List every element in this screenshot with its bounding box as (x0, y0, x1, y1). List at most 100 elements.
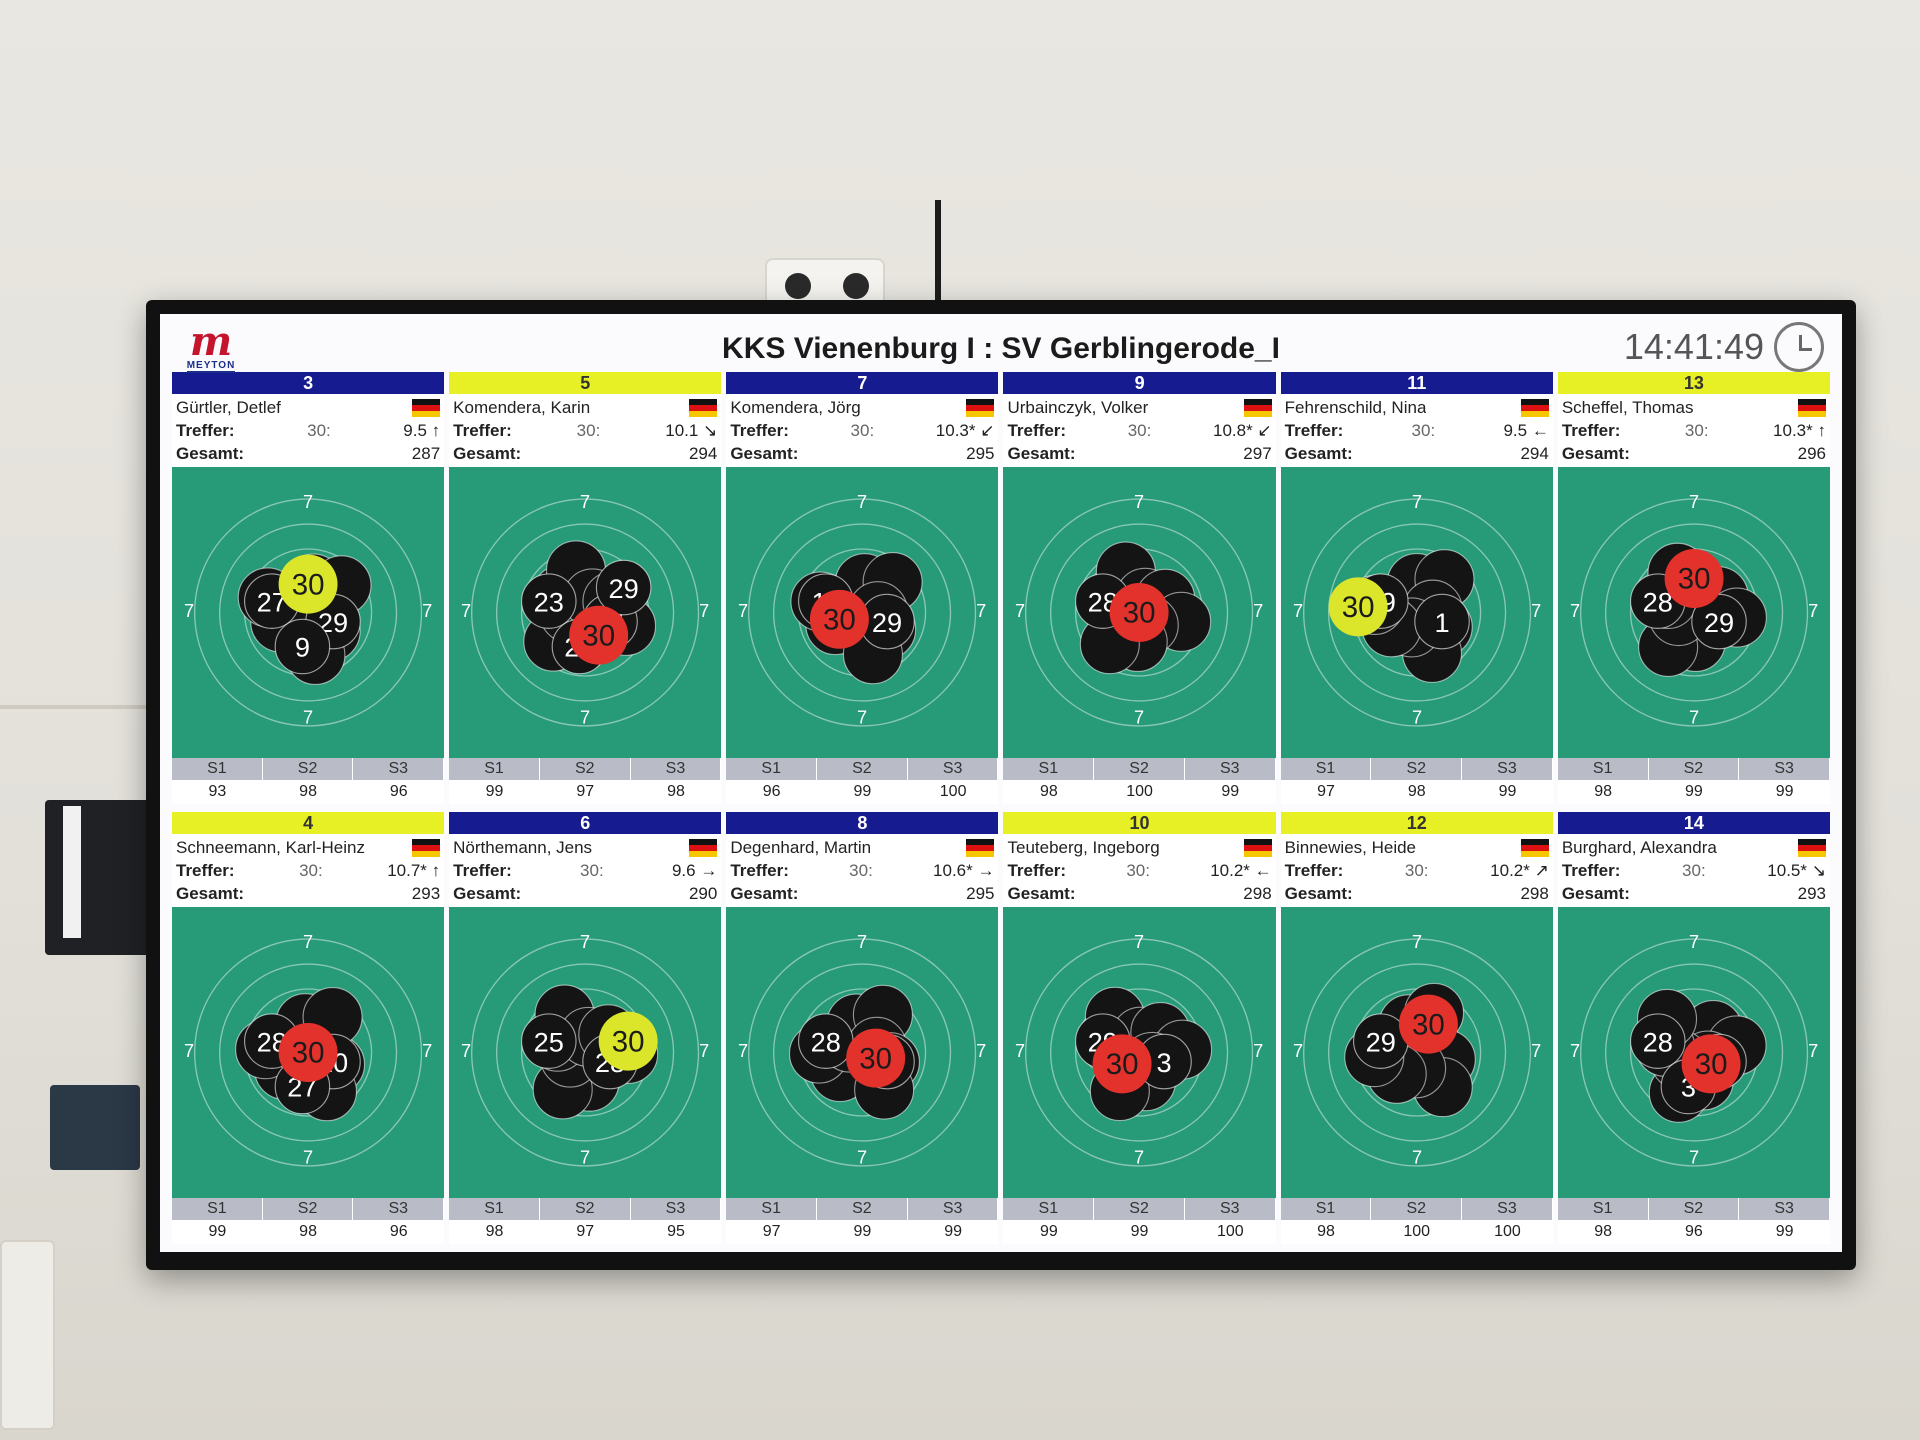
series-header: S3 (1462, 1198, 1553, 1220)
last-shot-marker (810, 589, 870, 649)
total-score: 293 (1797, 884, 1826, 903)
shooter-name: Teuteberg, Ingeborg (1007, 838, 1160, 857)
last-shot: 10.3* ↙ (935, 421, 995, 440)
total-score: 297 (1243, 444, 1272, 463)
shot-number: 1 (1434, 607, 1449, 638)
series-header: S2 (817, 1198, 908, 1220)
germany-flag-icon (966, 398, 995, 417)
series-table: S1 S2 S3 99 98 96 (172, 1198, 445, 1244)
series-table: S1 S2 S3 93 98 96 (172, 758, 445, 804)
ring-label: 7 (857, 708, 867, 728)
marker-number: 30 (1123, 597, 1156, 630)
total-label: Gesamt: (1561, 884, 1630, 903)
germany-flag-icon (1243, 398, 1272, 417)
series-header: S1 (1003, 1198, 1095, 1220)
marker-number: 30 (1412, 1008, 1445, 1041)
shot-number: 29 (872, 607, 902, 638)
target-svg: 77772820330 (1570, 932, 1818, 1167)
ring-label: 7 (699, 1041, 709, 1061)
top-bar: m MEYTON KKS Vienenburg I : SV Gerblinge… (172, 320, 1830, 373)
series-score: 99 (1094, 1220, 1185, 1244)
last-shot-marker (1681, 1034, 1741, 1094)
series-score: 98 (1003, 780, 1095, 804)
lane-number: 6 (449, 812, 722, 834)
hits-label: Treffer: (1561, 421, 1621, 440)
shot-count: 30: (850, 421, 875, 440)
lane-number: 11 (1280, 372, 1553, 394)
total-label: Gesamt: (1284, 444, 1353, 463)
target-svg: 777729330 (1015, 932, 1263, 1167)
ring-label: 7 (580, 708, 590, 728)
target-svg: 77772324282930 (461, 492, 709, 728)
series-score: 99 (449, 780, 540, 804)
lane-number: 14 (1557, 812, 1830, 834)
total-score: 294 (688, 444, 718, 463)
shooter-name: Gürtler, Detlef (176, 398, 281, 417)
last-shot-marker (278, 1023, 338, 1082)
ring-label: 7 (1135, 492, 1145, 512)
series-score: 97 (539, 1220, 631, 1244)
lane-card: 11 Fehrenschild, Nina Treffer: 30: 9.5 ←… (1280, 372, 1553, 804)
shot-number: 29 (609, 573, 639, 604)
shot-count: 30: (580, 861, 604, 880)
series-header: S1 (172, 758, 263, 780)
shooter-info: Komendera, Karin Treffer: 30: 10.1 ↘ Ges… (449, 394, 721, 467)
hits-label: Treffer: (730, 421, 789, 440)
shot-count: 30: (1126, 861, 1150, 880)
shot-number: 28 (811, 1026, 841, 1057)
marker-number: 30 (823, 604, 856, 637)
target-ring (1604, 523, 1784, 702)
hits-label: Treffer: (1284, 861, 1344, 880)
ring-label: 7 (422, 601, 432, 621)
shooter-info: Fehrenschild, Nina Treffer: 30: 9.5 ← Ge… (1281, 394, 1553, 467)
target-ring (1025, 498, 1254, 727)
target-ring (1579, 938, 1808, 1167)
target-svg: 7 7 7 7 29 30 (1293, 932, 1541, 1167)
shot-number: 29 (1365, 1026, 1395, 1057)
ring-label: 7 (1135, 932, 1145, 952)
target-ring (748, 498, 977, 727)
marker-number: 30 (582, 619, 615, 652)
last-shot: 10.3* ↑ (1773, 421, 1826, 440)
lane-card: 10 Teuteberg, Ingeborg Treffer: 30: 10.2… (1003, 812, 1276, 1244)
total-score: 290 (688, 884, 718, 903)
lane-number: 7 (726, 372, 999, 394)
ring-label: 7 (303, 708, 313, 728)
shot-number: 9 (295, 632, 310, 663)
last-shot: 10.6* → (933, 861, 995, 880)
lane-card: 3 Gürtler, Detlef Treffer: 30: 9.5 ↑ Ges… (172, 372, 445, 804)
series-score: 93 (172, 780, 263, 804)
target-view: 7777252830 (449, 907, 722, 1198)
wall-ledge (0, 705, 170, 709)
total-score: 287 (411, 444, 441, 463)
target-ring (471, 938, 700, 1167)
ring-label: 7 (580, 1148, 590, 1168)
germany-flag-icon (412, 838, 441, 857)
lane-number: 10 (1003, 812, 1276, 834)
marker-number: 30 (292, 568, 325, 601)
germany-flag-icon (1243, 838, 1272, 857)
ring-label: 7 (1689, 932, 1699, 952)
ring-label: 7 (1570, 1041, 1580, 1061)
target-svg: 777729130 (1293, 492, 1541, 727)
scoreboard-screen: m MEYTON KKS Vienenburg I : SV Gerblinge… (160, 314, 1842, 1252)
series-score: 99 (1648, 780, 1740, 804)
shot-number: 25 (534, 1026, 564, 1057)
germany-flag-icon (1797, 398, 1826, 417)
target-ring (218, 963, 398, 1142)
series-table: S1 S2 S3 98 99 99 (1557, 758, 1830, 804)
socket-hole (843, 273, 869, 299)
target-ring (773, 523, 952, 702)
series-header: S3 (1462, 758, 1553, 780)
logo-text: MEYTON (186, 360, 236, 373)
ring-label: 7 (699, 601, 709, 621)
ring-label: 7 (303, 1148, 313, 1168)
series-header: S1 (449, 1198, 540, 1220)
total-label: Gesamt: (1007, 884, 1076, 903)
series-score: 99 (907, 1220, 999, 1244)
germany-flag-icon (1520, 398, 1549, 417)
lane-card: 14 Burghard, Alexandra Treffer: 30: 10.5… (1557, 812, 1830, 1244)
last-shot: 10.2* ← (1210, 861, 1272, 880)
series-score: 100 (1184, 1220, 1276, 1244)
series-header: S1 (1003, 758, 1095, 780)
